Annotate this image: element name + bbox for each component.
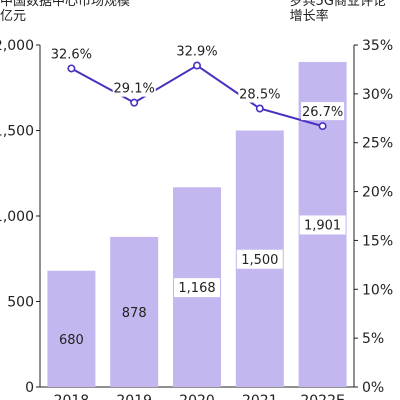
right-axis-title-line1: 罗兵5G商业评论 — [289, 0, 386, 9]
x-tick-label: 2020 — [179, 393, 215, 400]
x-tick-label: 2022E — [300, 393, 344, 400]
bar-value-label: 878 — [122, 306, 147, 321]
x-tick-label: 2019 — [116, 393, 152, 400]
growth-line — [70, 64, 323, 128]
right-tick-label: 30% — [362, 87, 393, 103]
right-axis-title-line2: 增长率 — [289, 9, 329, 24]
point-value-label: 32.9% — [176, 45, 217, 60]
left-axis-title: 中国数据中心市场规模 亿元 — [0, 0, 130, 24]
point-value-label: 29.1% — [114, 82, 155, 97]
right-tick-label: 0% — [362, 380, 384, 396]
left-tick-label: 2,000 — [0, 38, 34, 54]
point-label-box — [238, 84, 282, 103]
right-tick-label: 20% — [362, 185, 393, 201]
right-tick-label: 5% — [362, 331, 384, 347]
point-label-box — [112, 78, 156, 97]
bar — [47, 270, 96, 387]
bar-label-box — [174, 278, 220, 298]
growth-point — [67, 64, 76, 73]
left-tick-label: 1,000 — [0, 209, 34, 225]
growth-point — [255, 104, 264, 113]
left-tick-label: 0 — [25, 380, 34, 396]
point-value-label: 28.5% — [239, 88, 280, 103]
left-tick-label: 500 — [7, 295, 34, 311]
left-axis-unit: 亿元 — [0, 9, 27, 24]
x-tick-label: 2021 — [242, 393, 278, 400]
bar-value-label: 1,168 — [178, 281, 215, 296]
point-value-label: 32.6% — [51, 47, 92, 62]
point-value-label: 26.7% — [302, 105, 343, 120]
growth-point — [193, 61, 202, 70]
growth-point — [318, 122, 327, 131]
point-label-box — [301, 102, 345, 121]
right-tick-label: 35% — [362, 38, 393, 54]
bar-value-label: 1,500 — [241, 253, 278, 268]
right-axis-title: 罗兵5G商业评论 增长率 — [290, 0, 386, 24]
bar — [110, 236, 159, 387]
left-axis-title-line1: 中国数据中心市场规模 — [0, 0, 131, 9]
right-tick-label: 15% — [362, 233, 393, 249]
bar-value-label: 1,901 — [304, 218, 341, 233]
bar-label-box — [299, 215, 346, 235]
right-tick-label: 10% — [362, 282, 393, 298]
right-tick-label: 25% — [362, 136, 393, 152]
left-tick-label: 1,500 — [0, 124, 34, 140]
x-tick-label: 2018 — [54, 393, 90, 400]
point-label-box — [49, 44, 93, 63]
bar-value-label: 680 — [59, 333, 84, 348]
point-label-box — [175, 41, 219, 60]
growth-point — [130, 98, 139, 107]
bar-label-box — [236, 249, 283, 269]
